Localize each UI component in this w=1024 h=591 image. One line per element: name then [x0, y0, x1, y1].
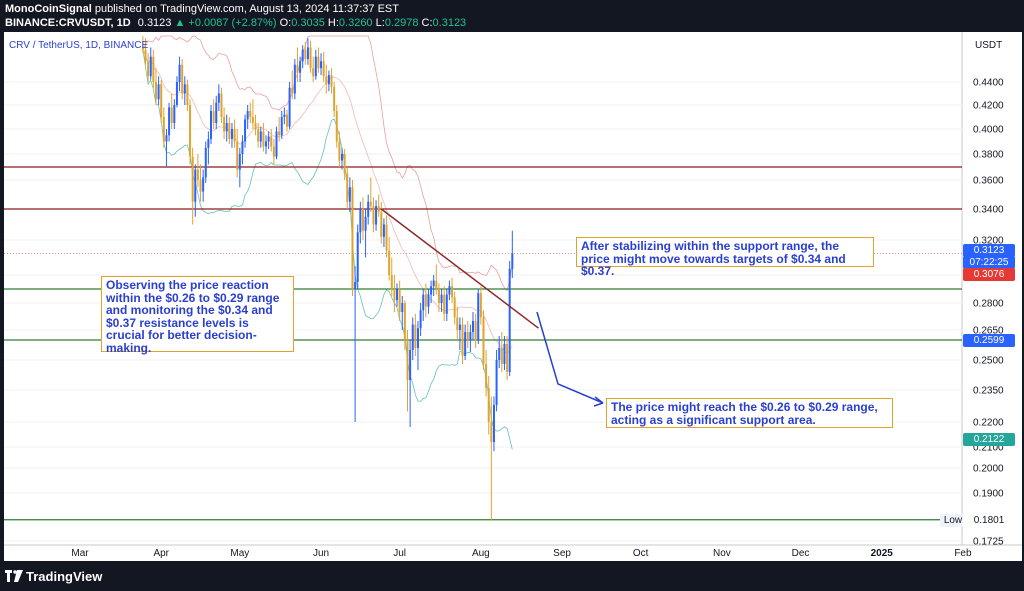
chart-header: MonoCoinSignal published on TradingView.… [0, 0, 1024, 32]
band-price-tag: 0.2122 [963, 433, 1015, 446]
support-price-tag: 0.2599 [963, 334, 1015, 347]
publish-line: MonoCoinSignal published on TradingView.… [5, 3, 399, 15]
open-value: 0.3035 [291, 17, 325, 29]
ohlc-line: BINANCE:CRVUSDT, 1D 0.3123 ▲ +0.0087 (+2… [5, 17, 466, 29]
close-value: 0.3123 [432, 17, 467, 29]
low-price-tag: 0.1801 [963, 514, 1015, 527]
close-label: C: [421, 17, 433, 29]
last-price: 0.3123 [137, 17, 172, 29]
countdown-tag: 07:22:25 [963, 256, 1015, 269]
open-label: O: [279, 17, 292, 29]
symbol-label: BINANCE:CRVUSDT, 1D [5, 17, 131, 29]
note-left[interactable]: Observing the price reaction within the … [101, 276, 294, 354]
tradingview-logo-icon [5, 570, 23, 582]
brand-name[interactable]: TradingView [26, 569, 103, 584]
low-label: L: [375, 17, 385, 29]
note-support[interactable]: The price might reach the $0.26 to $0.29… [606, 398, 893, 428]
author-name[interactable]: MonoCoinSignal [5, 3, 92, 15]
series-legend[interactable]: CRV / TetherUS, 1D, BINANCE [9, 40, 149, 51]
low-label-tag: Low [940, 514, 966, 527]
high-label: H: [327, 17, 339, 29]
last-price-tag: 0.3123 [963, 244, 1015, 257]
published-text: published on TradingView.com, August 13,… [94, 3, 399, 15]
price-change: ▲ +0.0087 (+2.87%) [174, 17, 277, 29]
note-target[interactable]: After stabilizing within the support ran… [576, 237, 874, 277]
red-price-tag: 0.3076 [963, 268, 1015, 281]
footer-bar: TradingView [0, 561, 1024, 591]
high-value: 0.3260 [338, 17, 373, 29]
low-value: 0.2978 [384, 17, 419, 29]
